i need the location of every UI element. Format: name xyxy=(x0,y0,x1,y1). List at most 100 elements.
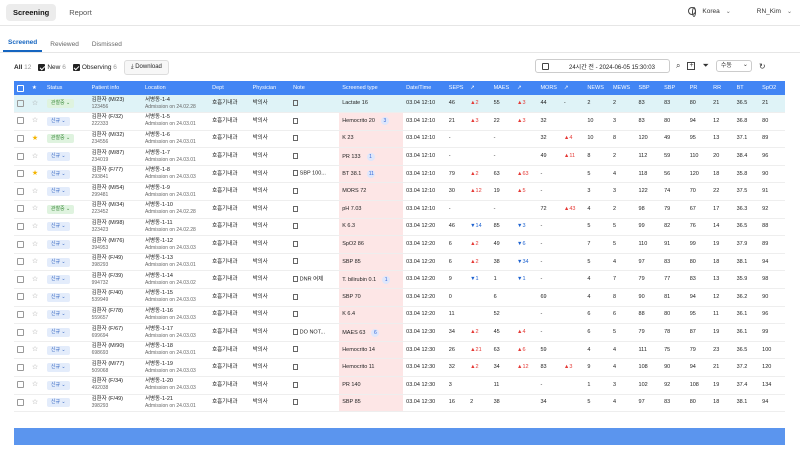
search-icon[interactable]: ⌕ xyxy=(676,61,681,70)
status-badge[interactable]: 신규 ⌄ xyxy=(46,240,70,250)
note-cell[interactable] xyxy=(290,182,340,202)
note-cell[interactable] xyxy=(290,112,340,131)
note-icon[interactable] xyxy=(293,170,299,177)
status-cell[interactable]: 신규 ⌄ xyxy=(43,253,89,272)
status-cell[interactable]: 신규 ⌄ xyxy=(43,235,89,254)
star-icon[interactable]: ☆ xyxy=(31,363,39,371)
status-badge[interactable]: 신규 ⌄ xyxy=(46,380,70,390)
language-select[interactable]: Korea xyxy=(702,7,720,15)
checkbox-icon[interactable] xyxy=(17,275,24,283)
status-badge[interactable]: 신규 ⌄ xyxy=(46,310,70,320)
sort-select[interactable]: 수동 xyxy=(715,60,752,72)
favorite-cell[interactable]: ☆ xyxy=(28,95,44,114)
note-cell[interactable]: DO NOT... xyxy=(290,323,340,342)
status-badge[interactable]: 신규 ⌄ xyxy=(46,257,70,267)
note-cell[interactable] xyxy=(290,95,340,114)
star-icon[interactable]: ☆ xyxy=(31,293,39,301)
note-icon[interactable] xyxy=(293,188,299,195)
row-checkbox-cell[interactable] xyxy=(14,95,29,114)
tab-screening[interactable]: Screening xyxy=(6,4,57,21)
column-header[interactable]: SBP xyxy=(638,85,650,91)
star-icon[interactable]: ☆ xyxy=(31,346,39,354)
status-badge[interactable]: 신규 ⌄ xyxy=(46,169,70,179)
star-icon[interactable]: ★ xyxy=(31,134,39,142)
status-badge[interactable]: 신규 ⌄ xyxy=(46,222,70,232)
row-checkbox-cell[interactable] xyxy=(14,253,29,272)
table-row[interactable]: ★ 신규 ⌄ 김환자 (F/77) 293841 서병동-1-8 Admission on… xyxy=(14,165,785,184)
note-icon[interactable] xyxy=(293,240,299,247)
status-cell[interactable]: 신규 ⌄ xyxy=(43,341,89,360)
filter-new[interactable]: New 6 xyxy=(38,63,66,71)
status-cell[interactable]: 신규 ⌄ xyxy=(43,147,89,166)
note-icon[interactable] xyxy=(293,363,299,370)
checkbox-icon[interactable] xyxy=(17,328,24,336)
star-icon[interactable]: ☆ xyxy=(31,381,39,389)
column-header[interactable]: MORS xyxy=(540,85,557,91)
row-checkbox-cell[interactable] xyxy=(14,130,29,149)
column-header[interactable]: Patient info xyxy=(91,85,120,91)
note-icon[interactable] xyxy=(293,381,299,388)
checkbox-icon[interactable] xyxy=(17,240,24,248)
star-icon[interactable]: ★ xyxy=(31,170,39,178)
status-cell[interactable]: 신규 ⌄ xyxy=(43,288,89,307)
star-icon[interactable]: ☆ xyxy=(31,117,39,125)
favorite-cell[interactable]: ☆ xyxy=(28,376,44,395)
status-badge[interactable]: 신규 ⌄ xyxy=(46,116,70,126)
refresh-icon[interactable]: ↻ xyxy=(758,61,766,71)
filter-observing[interactable]: Observing 6 xyxy=(72,63,117,71)
select-all-checkbox[interactable] xyxy=(17,84,24,92)
table-row[interactable]: ☆ 관찰중 ⌄ 김환자 (M/23) 123456 서병동-1-4 Admission o… xyxy=(14,95,785,114)
tab-reviewed[interactable]: Reviewed xyxy=(50,41,79,48)
favorite-cell[interactable]: ☆ xyxy=(28,341,44,360)
note-cell[interactable] xyxy=(290,341,340,360)
note-icon[interactable] xyxy=(293,293,299,300)
date-range-picker[interactable]: 24시간 전 - 2024-06-05 15:30:03 xyxy=(535,59,670,73)
checkbox-icon[interactable] xyxy=(17,293,24,301)
checkbox-icon[interactable] xyxy=(17,310,24,318)
row-checkbox-cell[interactable] xyxy=(14,323,29,342)
column-header[interactable]: ↗ xyxy=(563,85,569,91)
note-icon[interactable] xyxy=(293,258,299,265)
column-header[interactable]: Dept xyxy=(212,85,224,91)
column-header[interactable]: Date/Time xyxy=(406,85,432,91)
table-row[interactable]: ☆ 신규 ⌄ 김환자 (M/76) 394953 서병동-1-12 Admission o… xyxy=(14,235,785,254)
column-header[interactable]: BT xyxy=(736,85,744,91)
note-icon[interactable] xyxy=(293,223,299,230)
note-cell[interactable] xyxy=(290,253,340,272)
status-cell[interactable]: 신규 ⌄ xyxy=(43,323,89,342)
column-header[interactable] xyxy=(14,81,29,95)
row-checkbox-cell[interactable] xyxy=(14,358,29,377)
table-row[interactable]: ☆ 신규 ⌄ 김환자 (F/34) 492038 서병동-1-20 Admission o… xyxy=(14,376,785,395)
note-cell[interactable]: DNR 여제 xyxy=(290,270,340,290)
favorite-cell[interactable]: ☆ xyxy=(28,182,44,202)
checkbox-icon[interactable] xyxy=(17,170,24,178)
row-checkbox-cell[interactable] xyxy=(14,165,29,184)
status-cell[interactable]: 신규 ⌄ xyxy=(43,358,89,377)
row-checkbox-cell[interactable] xyxy=(14,270,29,290)
checkbox-icon[interactable] xyxy=(17,363,24,371)
note-cell[interactable] xyxy=(290,200,340,219)
tab-screened[interactable]: Screened xyxy=(3,39,43,52)
favorite-cell[interactable]: ★ xyxy=(28,130,44,149)
note-icon[interactable] xyxy=(293,399,299,406)
status-cell[interactable]: 신규 ⌄ xyxy=(43,182,89,202)
favorite-cell[interactable]: ☆ xyxy=(28,306,44,325)
status-badge[interactable]: 신규 ⌄ xyxy=(46,328,70,338)
row-checkbox-cell[interactable] xyxy=(14,200,29,219)
checkbox-icon[interactable] xyxy=(17,381,24,389)
favorite-cell[interactable]: ☆ xyxy=(28,200,44,219)
row-checkbox-cell[interactable] xyxy=(14,182,29,202)
checkbox-icon[interactable] xyxy=(17,398,24,406)
note-icon[interactable] xyxy=(293,99,299,106)
tab-report[interactable]: Report xyxy=(69,8,92,17)
note-icon[interactable] xyxy=(293,328,299,335)
column-header[interactable]: Physician xyxy=(252,85,277,91)
star-icon[interactable]: ☆ xyxy=(31,310,39,318)
note-cell[interactable] xyxy=(290,306,340,325)
checkbox-icon[interactable] xyxy=(17,222,24,230)
filter-all[interactable]: All 12 xyxy=(14,64,32,71)
favorite-cell[interactable]: ☆ xyxy=(28,394,44,413)
table-row[interactable]: ☆ 신규 ⌄ 김환자 (F/49) 398293 서병동-1-21 Admission o… xyxy=(14,394,785,413)
table-row[interactable]: ☆ 신규 ⌄ 김환자 (M/54) 299481 서병동-1-9 Admission on… xyxy=(14,182,785,202)
favorite-cell[interactable]: ☆ xyxy=(28,218,44,237)
